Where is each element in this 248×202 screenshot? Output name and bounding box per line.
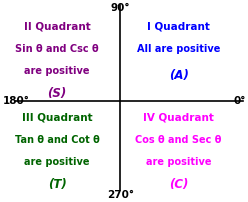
Text: are positive: are positive (146, 157, 211, 167)
Text: 270°: 270° (107, 189, 134, 199)
Text: Tan θ and Cot θ: Tan θ and Cot θ (15, 134, 99, 144)
Text: IV Quadrant: IV Quadrant (143, 112, 214, 122)
Text: are positive: are positive (24, 66, 90, 76)
Text: (A): (A) (169, 68, 188, 81)
Text: 180°: 180° (2, 96, 29, 106)
Text: III Quadrant: III Quadrant (22, 112, 92, 122)
Text: I Quadrant: I Quadrant (147, 21, 210, 31)
Text: Cos θ and Sec θ: Cos θ and Sec θ (135, 134, 222, 144)
Text: 90°: 90° (111, 3, 130, 13)
Text: All are positive: All are positive (137, 43, 220, 54)
Text: (T): (T) (48, 177, 66, 190)
Text: (C): (C) (169, 177, 188, 190)
Text: are positive: are positive (24, 157, 90, 167)
Text: II Quadrant: II Quadrant (24, 21, 91, 31)
Text: Sin θ and Csc θ: Sin θ and Csc θ (15, 43, 99, 54)
Text: 0°: 0° (233, 96, 246, 106)
Text: (S): (S) (47, 86, 67, 99)
